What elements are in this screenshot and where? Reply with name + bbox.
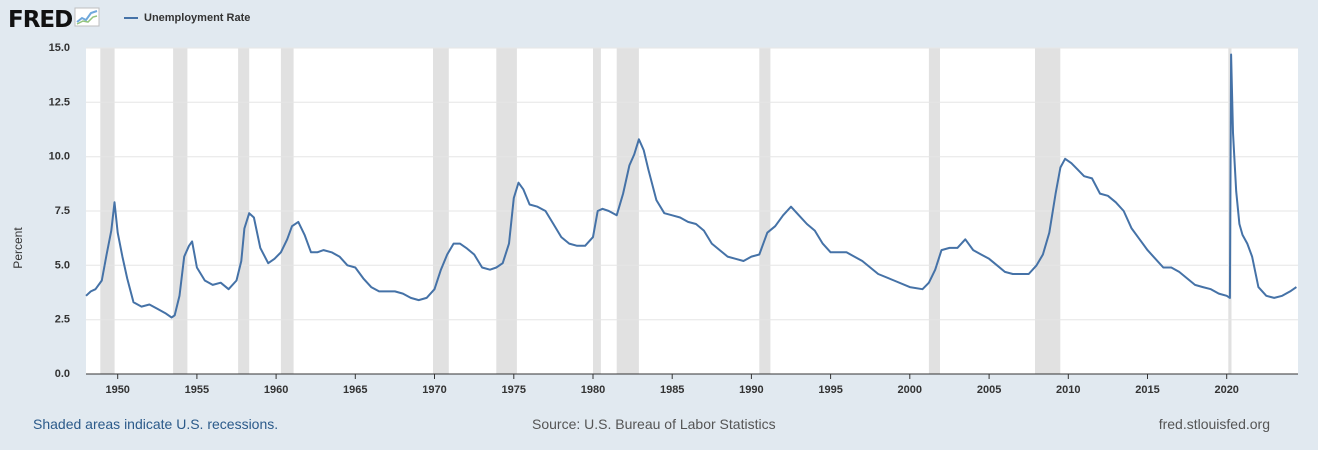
line-chart-icon: [74, 7, 100, 32]
chart-header: FRED Unemployment Rate: [0, 0, 1318, 44]
y-tick-label: 2.5: [55, 314, 70, 326]
y-tick-label: 12.5: [49, 96, 70, 108]
fred-site-link[interactable]: fred.stlouisfed.org: [1158, 416, 1270, 432]
x-axis-ticks: 1950 1955 1960 1965 1970 1975 1980 1985 1990 1995…: [105, 374, 1239, 396]
y-axis-ticks: 0.0 2.5 5.0 7.5 10.0 12.5 15.0: [49, 42, 70, 380]
x-tick-label: 2000: [898, 384, 922, 396]
x-tick-label: 1965: [343, 384, 367, 396]
x-tick-label: 1975: [502, 384, 526, 396]
y-tick-label: 5.0: [55, 259, 70, 271]
legend-swatch: [124, 17, 138, 19]
x-tick-label: 1995: [818, 384, 842, 396]
recession-note-link[interactable]: Shaded areas indicate U.S. recessions.: [33, 416, 279, 432]
x-tick-label: 2005: [977, 384, 1001, 396]
x-tick-label: 1970: [422, 384, 446, 396]
y-axis-label: Percent: [11, 227, 25, 269]
source-note: Source: U.S. Bureau of Labor Statistics: [532, 416, 776, 432]
y-tick-label: 0.0: [55, 368, 70, 380]
fred-logo[interactable]: FRED: [8, 6, 100, 34]
chart-legend: Unemployment Rate: [124, 12, 250, 24]
x-tick-label: 1955: [185, 384, 209, 396]
x-tick-label: 2010: [1056, 384, 1080, 396]
x-tick-label: 1960: [264, 384, 288, 396]
unemployment-chart: 0.0 2.5 5.0 7.5 10.0 12.5 15.0 1950 1955 1960 196…: [11, 42, 1298, 396]
fred-logo-text: FRED: [8, 7, 73, 33]
y-tick-label: 7.5: [55, 205, 70, 217]
x-tick-label: 1980: [581, 384, 605, 396]
series-group: [85, 53, 1297, 319]
y-tick-label: 15.0: [49, 42, 70, 54]
x-tick-label: 2020: [1214, 384, 1238, 396]
legend-label: Unemployment Rate: [144, 12, 251, 24]
y-tick-label: 10.0: [49, 151, 70, 163]
grid-lines: [86, 47, 1298, 321]
x-tick-label: 1950: [105, 384, 129, 396]
chart-footer: Shaded areas indicate U.S. recessions. S…: [0, 414, 1318, 438]
x-tick-label: 1985: [660, 384, 684, 396]
x-tick-label: 2015: [1135, 384, 1159, 396]
x-tick-label: 1990: [739, 384, 763, 396]
series-line-unemployment-rate: [85, 53, 1297, 319]
